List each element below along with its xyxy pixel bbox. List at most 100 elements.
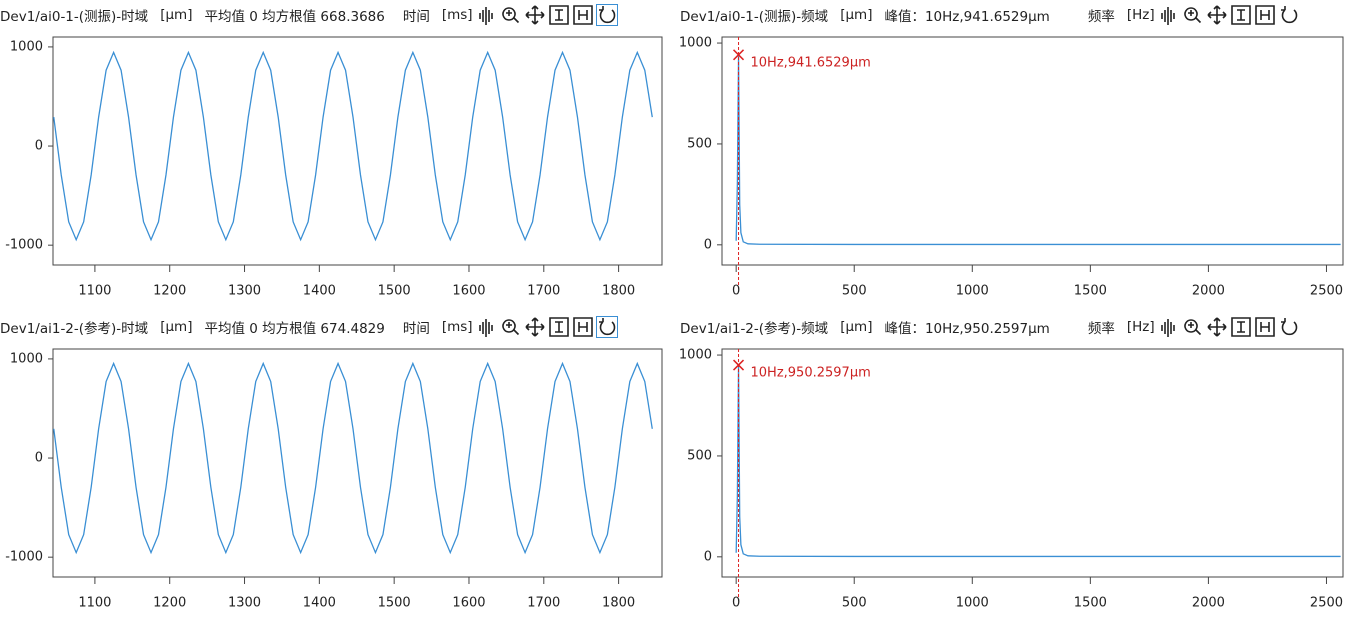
peak-marker bbox=[732, 359, 745, 371]
peak-label: 10Hz,950.2597μm bbox=[751, 366, 871, 381]
toolbar-button[interactable] bbox=[1254, 5, 1275, 25]
x-axis-label: 频率 bbox=[1087, 9, 1115, 25]
x-tick-label: 1400 bbox=[303, 284, 336, 299]
series-line bbox=[735, 54, 1341, 246]
chart-title: Dev1/ai0-1-(测振)-时域 bbox=[0, 9, 149, 25]
x-tick-label: 1400 bbox=[303, 596, 336, 611]
toolbar-icon bbox=[1230, 5, 1251, 25]
toolbar-icon bbox=[525, 317, 545, 337]
x-tick-label: 1300 bbox=[228, 284, 261, 299]
toolbar-button[interactable] bbox=[1183, 5, 1203, 25]
toolbar-button[interactable] bbox=[548, 317, 569, 337]
toolbar-button[interactable] bbox=[477, 5, 497, 25]
x-tick-label: 1800 bbox=[602, 596, 635, 611]
x-tick-label: 2500 bbox=[1310, 284, 1343, 299]
toolbar-button[interactable] bbox=[1159, 5, 1179, 25]
x-axis-label: 时间 bbox=[402, 321, 430, 337]
toolbar-icon bbox=[525, 5, 545, 25]
x-tick-label: 1100 bbox=[78, 284, 111, 299]
y-tick-label: 0 bbox=[704, 549, 712, 564]
toolbar-button[interactable] bbox=[1230, 317, 1251, 337]
x-tick-label: 0 bbox=[732, 596, 740, 611]
x-tick-label: 1700 bbox=[527, 596, 560, 611]
unit-label: [μm] bbox=[160, 319, 193, 335]
toolbar-button[interactable] bbox=[501, 5, 521, 25]
chart-header: Dev1/ai1-2-(参考)-频域 [μm] 峰值：10Hz,950.2597μm… bbox=[680, 312, 1347, 342]
plot-frame bbox=[52, 36, 663, 266]
y-tick-label: 500 bbox=[687, 136, 712, 151]
toolbar-icon bbox=[478, 319, 493, 337]
toolbar-button[interactable] bbox=[595, 316, 618, 338]
stats-label: 平均值 0 均方根值 668.3686 bbox=[204, 9, 385, 25]
x-tick-label: 1200 bbox=[153, 284, 186, 299]
toolbar-button[interactable] bbox=[1207, 317, 1227, 337]
chart-panel: Dev1/ai1-2-(参考)-时域 [μm] 平均值 0 均方根值 674.482… bbox=[0, 312, 670, 616]
chart: -1000 0 1000 1100 1200 1300 1400 1500 1600 1700 18… bbox=[5, 348, 663, 611]
x-tick-label: 2000 bbox=[1192, 284, 1225, 299]
y-tick-label: 1000 bbox=[10, 351, 43, 366]
toolbar-button[interactable] bbox=[1279, 317, 1299, 337]
y-tick-label: 1000 bbox=[680, 348, 712, 363]
chart-header: Dev1/ai0-1-(测振)-时域 [μm] 平均值 0 均方根值 668.368… bbox=[0, 0, 670, 30]
toolbar-icon bbox=[1183, 7, 1201, 24]
toolbar-icon bbox=[1254, 317, 1275, 337]
y-tick-label: 0 bbox=[35, 451, 43, 466]
plot-frame bbox=[52, 348, 663, 578]
chart: 0 500 1000 0 500 1000 1500 2000 2500 10Hz,950.259… bbox=[679, 348, 1344, 611]
unit-label: [μm] bbox=[160, 7, 193, 23]
chart-title: Dev1/ai1-2-(参考)-频域 bbox=[680, 321, 829, 337]
toolbar-button[interactable] bbox=[595, 4, 618, 26]
chart-title: Dev1/ai1-2-(参考)-时域 bbox=[0, 321, 149, 337]
x-axis-label: 时间 bbox=[402, 9, 430, 25]
chart: -1000 0 1000 1100 1200 1300 1400 1500 1600 1700 18… bbox=[5, 36, 663, 299]
x-tick-label: 1500 bbox=[378, 596, 411, 611]
toolbar-button[interactable] bbox=[1230, 5, 1251, 25]
y-tick-label: -1000 bbox=[5, 550, 43, 565]
x-tick-label: 1200 bbox=[153, 596, 186, 611]
toolbar-icon bbox=[1280, 6, 1297, 24]
toolbar-button[interactable] bbox=[1279, 5, 1299, 25]
toolbar-icon bbox=[598, 318, 615, 336]
toolbar-button[interactable] bbox=[501, 317, 521, 337]
chart-header: Dev1/ai1-2-(参考)-时域 [μm] 平均值 0 均方根值 674.482… bbox=[0, 312, 670, 342]
toolbar-button[interactable] bbox=[525, 317, 545, 337]
toolbar-icon bbox=[478, 7, 493, 25]
toolbar-button[interactable] bbox=[1159, 317, 1179, 337]
x-axis-label: 频率 bbox=[1087, 321, 1115, 337]
toolbar-button[interactable] bbox=[1207, 5, 1227, 25]
x-tick-label: 1500 bbox=[378, 284, 411, 299]
toolbar-icon bbox=[598, 6, 615, 24]
x-tick-label: 0 bbox=[732, 284, 740, 299]
x-tick-label: 1600 bbox=[452, 284, 485, 299]
chart-panel: Dev1/ai0-1-(测振)-频域 [μm] 峰值：10Hz,941.6529μm… bbox=[679, 0, 1347, 304]
toolbar-button[interactable] bbox=[572, 317, 593, 337]
x-unit-label: [Hz] bbox=[1126, 319, 1155, 335]
toolbar-button[interactable] bbox=[477, 317, 497, 337]
y-tick-label: -1000 bbox=[5, 238, 43, 253]
unit-label: [μm] bbox=[840, 7, 873, 23]
plot-frame bbox=[721, 36, 1344, 266]
toolbar-icon bbox=[548, 317, 569, 337]
toolbar-icon bbox=[572, 317, 593, 337]
toolbar-button[interactable] bbox=[572, 5, 593, 25]
toolbar-button[interactable] bbox=[1254, 317, 1275, 337]
toolbar-icon bbox=[1254, 5, 1275, 25]
chart: 0 500 1000 0 500 1000 1500 2000 2500 10Hz,941.652… bbox=[679, 36, 1344, 299]
x-tick-label: 1800 bbox=[602, 284, 635, 299]
unit-label: [μm] bbox=[840, 319, 873, 335]
toolbar-icon bbox=[1207, 317, 1227, 337]
toolbar-icon bbox=[548, 5, 569, 25]
toolbar-button[interactable] bbox=[548, 5, 569, 25]
series-line bbox=[735, 365, 1341, 558]
chart-title: Dev1/ai0-1-(测振)-频域 bbox=[680, 9, 829, 25]
x-tick-label: 1500 bbox=[1074, 284, 1107, 299]
chart-header: Dev1/ai0-1-(测振)-频域 [μm] 峰值：10Hz,941.6529μm… bbox=[680, 0, 1347, 30]
toolbar-button[interactable] bbox=[525, 5, 545, 25]
x-tick-label: 1500 bbox=[1074, 596, 1107, 611]
toolbar-icon bbox=[1183, 319, 1201, 336]
series-line bbox=[53, 50, 653, 242]
toolbar-button[interactable] bbox=[1183, 317, 1203, 337]
x-tick-label: 1600 bbox=[452, 596, 485, 611]
y-tick-label: 0 bbox=[704, 237, 712, 252]
